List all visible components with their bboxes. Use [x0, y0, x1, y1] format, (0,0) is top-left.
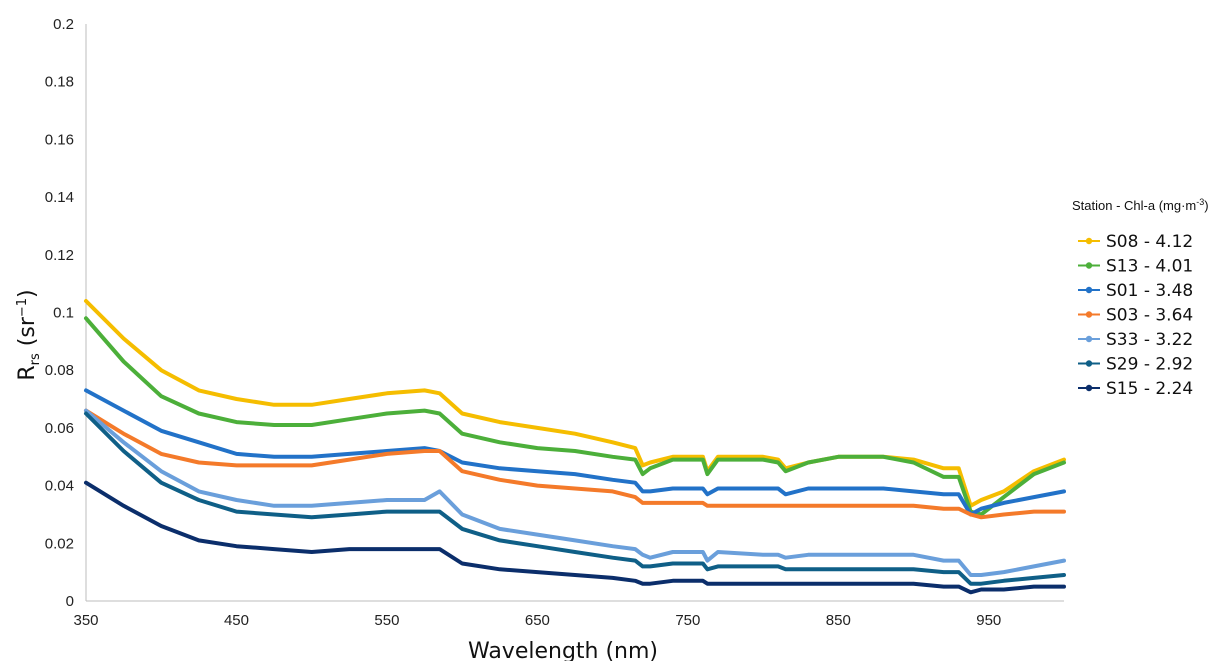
- series-line-7: [84, 480, 1066, 595]
- x-axis-title: Wavelength (nm): [468, 639, 658, 661]
- y-tick-label: 0.16: [45, 131, 74, 148]
- series-line-5: [84, 408, 1066, 577]
- legend-title-main: Station - Chl-a (mg·m: [1072, 198, 1196, 213]
- series-line-6: [84, 411, 1066, 586]
- y-tick-label: 0.02: [45, 535, 74, 552]
- legend-label: S33 - 3.22: [1106, 330, 1193, 350]
- y-tick-label: 0.08: [45, 362, 74, 379]
- legend-swatch-marker: [1085, 384, 1093, 392]
- legend-label: S08 - 4.12: [1106, 232, 1193, 252]
- x-tick-label: 550: [374, 612, 399, 629]
- legend-swatch-marker: [1085, 237, 1093, 245]
- y-tick-label: 0.04: [45, 478, 74, 495]
- legend-swatch-marker: [1085, 262, 1093, 269]
- x-tick-label: 650: [525, 612, 550, 629]
- legend-swatch-marker: [1085, 360, 1093, 367]
- legend-label: S03 - 3.64: [1106, 306, 1193, 326]
- series-line-4: [84, 408, 1066, 520]
- x-tick-label: 850: [826, 612, 851, 629]
- x-tick-labels: 350 450 550 650 750 850 950: [73, 612, 1001, 629]
- series-layer: [84, 299, 1066, 595]
- y-axis-title-unit-close: ): [15, 289, 40, 298]
- legend-label: S13 - 4.01: [1106, 257, 1193, 277]
- y-axis-title-subscript: rs: [28, 353, 43, 365]
- series-line-3: [84, 388, 1066, 517]
- legend-label: S01 - 3.48: [1106, 281, 1193, 301]
- x-tick-label: 350: [73, 612, 98, 629]
- legend-label: S15 - 2.24: [1106, 379, 1193, 399]
- series-line-2: [84, 316, 1066, 517]
- y-axis-title-superscript: −1: [15, 298, 30, 317]
- x-tick-label: 450: [224, 612, 249, 629]
- series-line-1: [84, 299, 1066, 508]
- legend-title-superscript: -3: [1196, 197, 1204, 207]
- legend-title: Station - Chl-a (mg·m-3): [1072, 197, 1209, 213]
- y-tick-label: 0.14: [45, 189, 74, 206]
- y-tick-label: 0.2: [53, 16, 74, 33]
- legend: Station - Chl-a (mg·m-3) S08 - 4.12 S13 -…: [1072, 197, 1209, 399]
- y-tick-label: 0.18: [45, 74, 74, 91]
- y-axis-title-unit: (sr: [15, 316, 40, 353]
- y-tick-label: 0.06: [45, 420, 74, 437]
- y-tick-label: 0: [66, 593, 74, 610]
- y-tick-labels: 0 0.02 0.04 0.06 0.08 0.1 0.12 0.14 0.16 0.18 0.2: [45, 16, 74, 610]
- y-tick-label: 0.1: [53, 305, 74, 322]
- y-axis-title: Rrs (sr−1): [15, 289, 43, 380]
- legend-title-close: ): [1204, 198, 1208, 213]
- legend-swatch-marker: [1085, 311, 1093, 318]
- x-tick-label: 750: [675, 612, 700, 629]
- legend-swatch-marker: [1085, 286, 1093, 294]
- axes: [85, 24, 1064, 602]
- x-tick-label: 950: [976, 612, 1001, 629]
- legend-label: S29 - 2.92: [1106, 355, 1193, 375]
- legend-items: S08 - 4.12 S13 - 4.01 S01 - 3.48 S03 - 3.64…: [1078, 232, 1193, 399]
- legend-swatch-marker: [1085, 335, 1093, 343]
- y-axis-title-main: R: [15, 365, 40, 380]
- y-tick-label: 0.12: [45, 247, 74, 264]
